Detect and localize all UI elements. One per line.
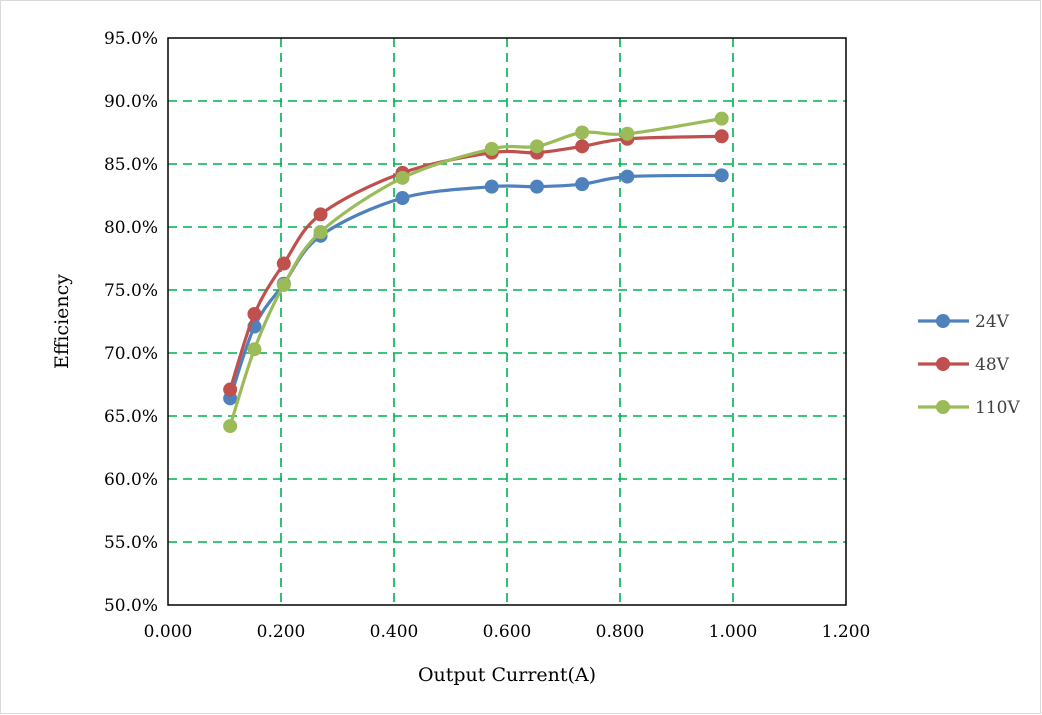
y-tick-label: 60.0% bbox=[104, 470, 158, 490]
x-tick-label: 1.000 bbox=[709, 622, 758, 642]
x-tick-label: 0.000 bbox=[144, 622, 193, 642]
legend-label: 110V bbox=[975, 398, 1020, 418]
grid-layer bbox=[168, 38, 846, 605]
data-point bbox=[223, 419, 238, 434]
data-point bbox=[620, 126, 635, 141]
series-line bbox=[228, 117, 722, 427]
x-tick-label: 0.800 bbox=[596, 622, 645, 642]
data-point bbox=[575, 125, 590, 140]
data-point bbox=[484, 141, 499, 156]
data-point bbox=[223, 382, 238, 397]
y-tick-label: 70.0% bbox=[104, 344, 158, 364]
series-48v bbox=[223, 129, 729, 397]
x-tick-label: 0.600 bbox=[483, 622, 532, 642]
series-line bbox=[228, 134, 722, 391]
y-axis-title: Efficiency bbox=[51, 274, 73, 369]
legend-item: 48V bbox=[918, 355, 1010, 375]
data-point bbox=[575, 177, 590, 192]
data-point bbox=[484, 179, 499, 194]
data-point bbox=[313, 207, 328, 222]
data-point bbox=[395, 170, 410, 185]
y-tick-label: 65.0% bbox=[104, 407, 158, 427]
x-tick-label: 0.200 bbox=[257, 622, 306, 642]
x-tick-label: 1.200 bbox=[822, 622, 871, 642]
data-point bbox=[529, 179, 544, 194]
series-24v bbox=[223, 168, 729, 406]
y-tick-label: 90.0% bbox=[104, 92, 158, 112]
y-tick-label: 50.0% bbox=[104, 596, 158, 616]
legend-label: 24V bbox=[975, 312, 1010, 332]
x-axis-title: Output Current(A) bbox=[418, 664, 596, 686]
data-point bbox=[575, 139, 590, 154]
legend-marker bbox=[936, 314, 950, 328]
data-point bbox=[620, 169, 635, 184]
data-point bbox=[247, 306, 262, 321]
data-point bbox=[714, 168, 729, 183]
y-tick-label: 80.0% bbox=[104, 218, 158, 238]
series-layer bbox=[223, 111, 729, 434]
legend-marker bbox=[936, 400, 950, 414]
data-point bbox=[276, 277, 291, 292]
data-point bbox=[714, 111, 729, 126]
y-tick-label: 75.0% bbox=[104, 281, 158, 301]
series-line bbox=[228, 173, 722, 399]
data-point bbox=[276, 256, 291, 271]
legend: 24V 48V 110V bbox=[918, 312, 1020, 418]
data-point bbox=[395, 191, 410, 206]
y-tick-label: 55.0% bbox=[104, 533, 158, 553]
data-point bbox=[714, 129, 729, 144]
y-tick-labels: 50.0% 55.0% 60.0% 65.0% 70.0% 75.0% 80.0% 85.0%… bbox=[104, 29, 158, 616]
data-point bbox=[247, 342, 262, 357]
x-tick-label: 0.400 bbox=[370, 622, 419, 642]
data-point bbox=[313, 225, 328, 240]
data-point bbox=[529, 139, 544, 154]
x-tick-labels: 0.000 0.200 0.400 0.600 0.800 1.000 1.200 bbox=[144, 622, 871, 642]
legend-item: 24V bbox=[918, 312, 1010, 332]
plot-area-frame bbox=[167, 37, 847, 606]
y-tick-label: 85.0% bbox=[104, 155, 158, 175]
series-110v bbox=[223, 111, 729, 434]
legend-marker bbox=[936, 357, 950, 371]
legend-label: 48V bbox=[975, 355, 1010, 375]
legend-item: 110V bbox=[918, 398, 1020, 418]
y-tick-label: 95.0% bbox=[104, 29, 158, 49]
